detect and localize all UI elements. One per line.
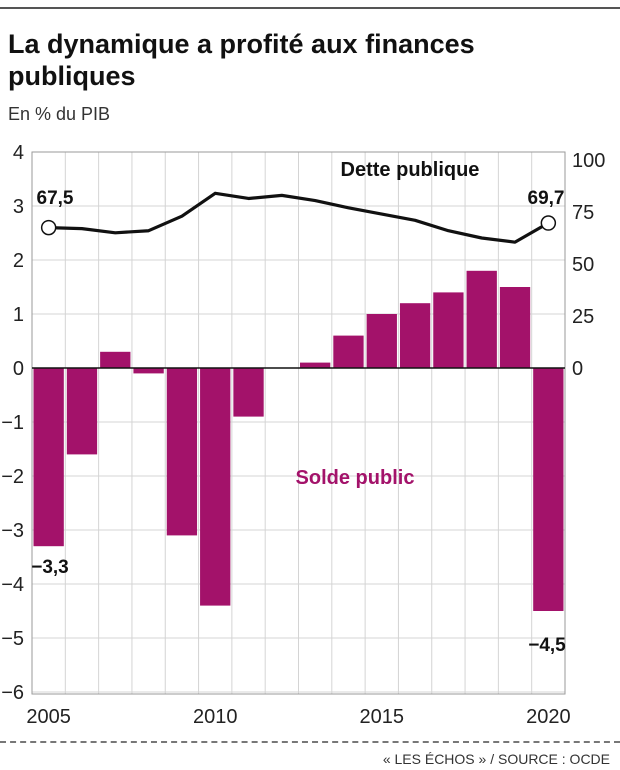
- chart-svg: 4 3 2 1 0 −1 −2 −3 −4 −5 −6 100 75 50 25 0 2005 2010 2015 2…: [1, 142, 605, 728]
- series-label-balance: Solde public: [296, 467, 415, 489]
- bar-solde-2016: [399, 303, 431, 368]
- left-tick-label: 2: [13, 250, 24, 272]
- bar-solde-2007: [100, 351, 131, 368]
- bars-layer: [33, 270, 564, 611]
- bar-solde-2013: [300, 362, 331, 368]
- left-tick-label: 4: [13, 142, 24, 164]
- bottom-dashed-rule: [0, 741, 620, 743]
- bar-solde-2017: [433, 292, 464, 368]
- bar-solde-2014: [333, 335, 364, 368]
- left-tick-label: −4: [1, 574, 24, 596]
- annotation-balance-start: −3,3: [31, 557, 69, 578]
- grid-layer: [31, 151, 566, 695]
- bar-solde-2015: [366, 314, 397, 368]
- debt-start-marker: [40, 219, 57, 236]
- left-tick-label: −3: [1, 520, 24, 542]
- chart-subtitle: En % du PIB: [8, 104, 111, 124]
- annotation-balance-end: −4,5: [528, 635, 566, 656]
- right-tick-label: 25: [572, 306, 594, 328]
- bar-solde-2010: [200, 368, 231, 606]
- bar-solde-2009: [166, 368, 198, 536]
- right-tick-label: 75: [572, 202, 594, 224]
- bar-solde-2008: [133, 368, 164, 374]
- series-label-debt: Dette publique: [341, 159, 480, 181]
- x-tick-label: 2005: [26, 706, 71, 728]
- right-tick-label: 0: [572, 358, 583, 380]
- x-tick-label: 2020: [526, 706, 571, 728]
- debt-end-marker: [540, 215, 557, 231]
- source-credit: « LES ÉCHOS » / SOURCE : OCDE: [382, 751, 610, 767]
- left-tick-label: 3: [13, 196, 24, 218]
- axis-labels-layer: 4 3 2 1 0 −1 −2 −3 −4 −5 −6 100 75 50 25 0 2005 2010 2015 2…: [1, 142, 605, 728]
- right-tick-label: 100: [572, 150, 605, 172]
- left-tick-label: −1: [1, 412, 24, 434]
- annotation-debt-end: 69,7: [528, 188, 565, 209]
- annotation-debt-start: 67,5: [37, 188, 74, 209]
- debt-line: [48, 191, 550, 244]
- plot-frame: [31, 151, 566, 695]
- bar-solde-2020: [533, 368, 564, 611]
- bar-solde-2019: [499, 287, 531, 368]
- top-rule: [0, 7, 620, 9]
- bar-solde-2006: [66, 368, 98, 455]
- bar-solde-2018: [466, 270, 497, 368]
- left-tick-label: −5: [1, 628, 24, 650]
- bar-solde-2011: [233, 368, 264, 417]
- left-tick-label: 1: [13, 304, 24, 326]
- chart-title: La dynamique a profité aux finances publ…: [8, 29, 475, 91]
- x-tick-label: 2015: [360, 706, 405, 728]
- left-tick-label: −2: [1, 466, 24, 488]
- x-tick-label: 2010: [193, 706, 238, 728]
- left-tick-label: 0: [13, 358, 24, 380]
- left-tick-label: −6: [1, 682, 24, 704]
- debt-line-layer: [40, 191, 557, 244]
- right-tick-label: 50: [572, 254, 594, 276]
- bar-solde-2005: [33, 368, 64, 547]
